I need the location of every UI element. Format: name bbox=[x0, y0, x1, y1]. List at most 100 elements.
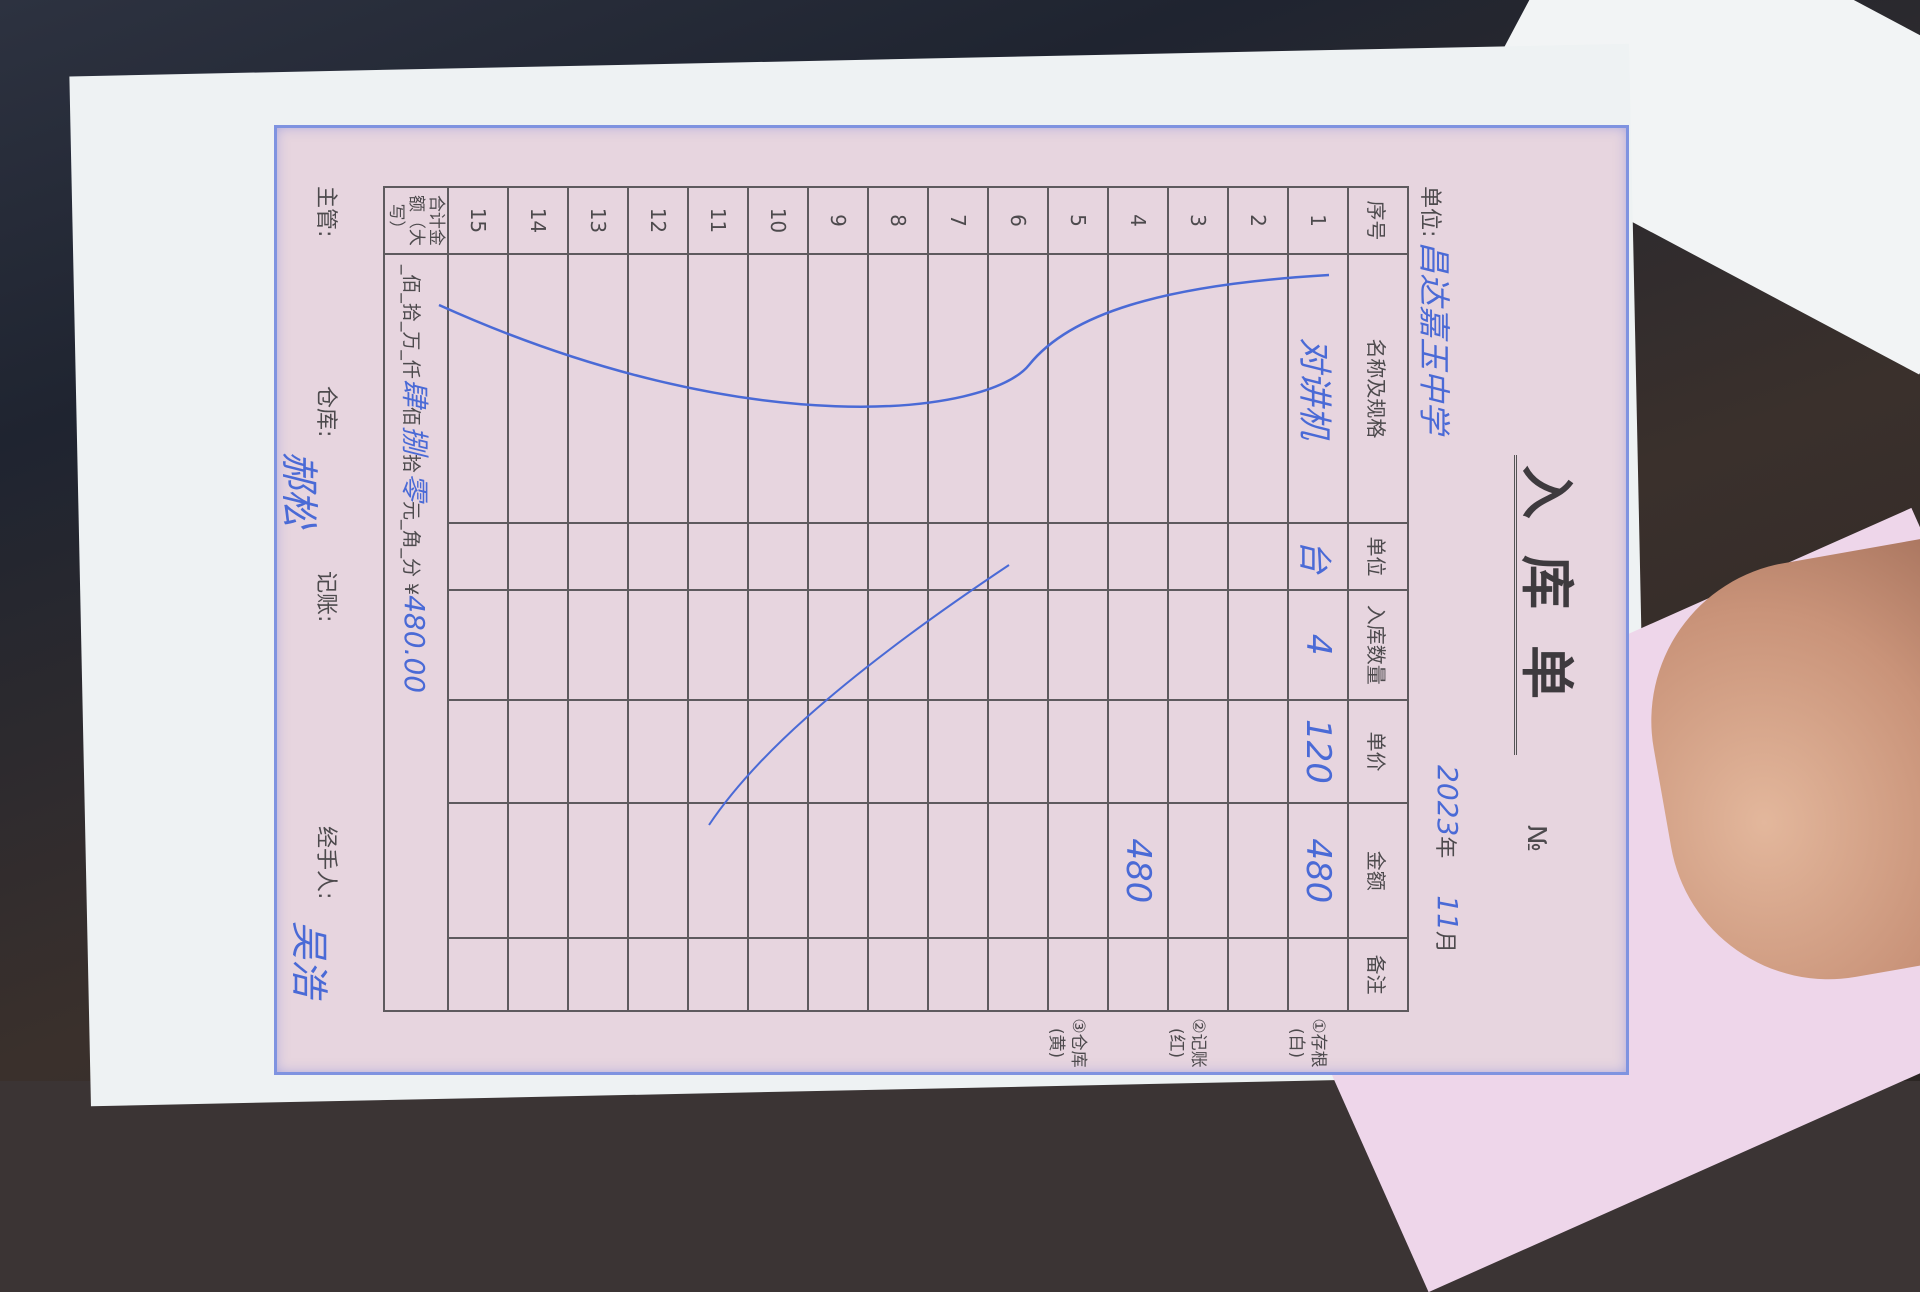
table-row: 11 bbox=[688, 187, 748, 1011]
table-cell bbox=[1228, 589, 1288, 700]
date-month: 11 bbox=[1431, 895, 1464, 931]
table-row: 14 bbox=[508, 187, 568, 1011]
table-cell bbox=[988, 803, 1048, 939]
table-row: 12 bbox=[628, 187, 688, 1011]
table-row: 8 bbox=[868, 187, 928, 1011]
table-cell bbox=[568, 803, 628, 939]
table-cell bbox=[868, 253, 928, 523]
form-title: 入库单 bbox=[1515, 465, 1579, 735]
table-cell: 2 bbox=[1228, 187, 1288, 254]
total-row: 合计金额（大写） _佰_拾_万_仟肆佰捌拾零元_角_分 ¥480.00 bbox=[384, 187, 448, 1011]
table-cell: 3 bbox=[1168, 187, 1228, 254]
table-cell bbox=[1228, 803, 1288, 939]
table-cell bbox=[1168, 523, 1228, 590]
date-year: 2023 bbox=[1431, 765, 1464, 837]
table-cell bbox=[748, 523, 808, 590]
table-cell bbox=[868, 938, 928, 1011]
handler-signature: 吴浩 bbox=[287, 921, 331, 998]
table-cell bbox=[748, 589, 808, 700]
table-cell: 8 bbox=[868, 187, 928, 254]
table-cell bbox=[508, 699, 568, 804]
table-cell bbox=[448, 589, 508, 700]
items-table: 序号 名称及规格 单位 入库数量 单价 金额 备注 1 对讲机台 4 120 480 2 3 4 480 5 6… bbox=[383, 186, 1409, 1012]
table-cell bbox=[1228, 938, 1288, 1011]
table-cell: 5 bbox=[1048, 187, 1108, 254]
table-cell: 480 bbox=[1288, 803, 1348, 939]
table-cell bbox=[688, 253, 748, 523]
table-cell bbox=[628, 523, 688, 590]
table-cell bbox=[808, 253, 868, 523]
table-cell bbox=[1048, 699, 1108, 804]
table-cell bbox=[1048, 938, 1108, 1011]
copy-label-stub: ①存根(白) bbox=[1286, 1018, 1328, 1068]
table-cell: 台 bbox=[1288, 523, 1348, 590]
table-cell bbox=[688, 523, 748, 590]
accounting-label: 记账: bbox=[313, 571, 338, 623]
month-label: 月 bbox=[1432, 930, 1457, 953]
table-cell: 12 bbox=[628, 187, 688, 254]
form-number-label: № bbox=[1521, 825, 1551, 853]
table-cell bbox=[748, 803, 808, 939]
table-row: 15 bbox=[448, 187, 508, 1011]
table-cell bbox=[568, 699, 628, 804]
table-cell bbox=[688, 589, 748, 700]
table-cell bbox=[1108, 253, 1168, 523]
table-row: 2 bbox=[1228, 187, 1288, 1011]
unit-row: 单位: 昌达嘉玉中学 bbox=[1413, 186, 1459, 433]
total-part: 零 bbox=[398, 472, 431, 501]
table-cell bbox=[688, 938, 748, 1011]
total-label: 合计金额（大写） bbox=[384, 187, 448, 254]
table-cell bbox=[1168, 938, 1228, 1011]
warehouse-label: 仓库: bbox=[313, 386, 338, 438]
warehouse-signature: 郝松 bbox=[277, 451, 321, 528]
table-cell bbox=[1108, 523, 1168, 590]
table-cell bbox=[1168, 589, 1228, 700]
table-row: 7 bbox=[928, 187, 988, 1011]
table-cell bbox=[808, 938, 868, 1011]
table-cell bbox=[1048, 803, 1108, 939]
table-cell bbox=[748, 938, 808, 1011]
table-cell bbox=[628, 253, 688, 523]
table-cell: 4 bbox=[1288, 589, 1348, 700]
table-cell bbox=[448, 253, 508, 523]
table-cell bbox=[1288, 938, 1348, 1011]
table-cell bbox=[1108, 699, 1168, 804]
table-row: 5 bbox=[1048, 187, 1108, 1011]
handler-label: 经手人: bbox=[313, 826, 338, 900]
table-cell bbox=[928, 589, 988, 700]
table-cell bbox=[508, 589, 568, 700]
total-part: 拾 bbox=[400, 453, 422, 473]
total-part: 元_角_分 ¥ bbox=[400, 500, 422, 596]
table-cell: 15 bbox=[448, 187, 508, 254]
total-part: 捌 bbox=[398, 425, 431, 454]
column-header: 序号 bbox=[1348, 187, 1408, 254]
table-cell bbox=[508, 523, 568, 590]
table-cell bbox=[808, 523, 868, 590]
table-cell bbox=[1168, 699, 1228, 804]
table-cell bbox=[1048, 253, 1108, 523]
table-cell bbox=[988, 938, 1048, 1011]
table-cell: 4 bbox=[1108, 187, 1168, 254]
table-cell bbox=[1108, 938, 1168, 1011]
table-row: 3 bbox=[1168, 187, 1228, 1011]
column-header: 金额 bbox=[1348, 803, 1408, 939]
table-cell bbox=[568, 523, 628, 590]
supervisor-label: 主管: bbox=[313, 186, 338, 238]
table-cell bbox=[688, 803, 748, 939]
table-cell: 480 bbox=[1108, 803, 1168, 939]
table-cell bbox=[808, 803, 868, 939]
table-cell bbox=[1048, 589, 1108, 700]
table-cell bbox=[928, 938, 988, 1011]
table-cell bbox=[628, 803, 688, 939]
total-part: 佰 bbox=[400, 406, 422, 426]
copy-label-accounting: ②记账(红) bbox=[1166, 1018, 1208, 1068]
table-cell bbox=[1048, 523, 1108, 590]
table-cell bbox=[808, 699, 868, 804]
table-cell bbox=[928, 523, 988, 590]
table-cell: 10 bbox=[748, 187, 808, 254]
table-cell bbox=[748, 699, 808, 804]
table-row: 9 bbox=[808, 187, 868, 1011]
table-cell: 7 bbox=[928, 187, 988, 254]
column-header: 入库数量 bbox=[1348, 589, 1408, 700]
table-row: 4 480 bbox=[1108, 187, 1168, 1011]
